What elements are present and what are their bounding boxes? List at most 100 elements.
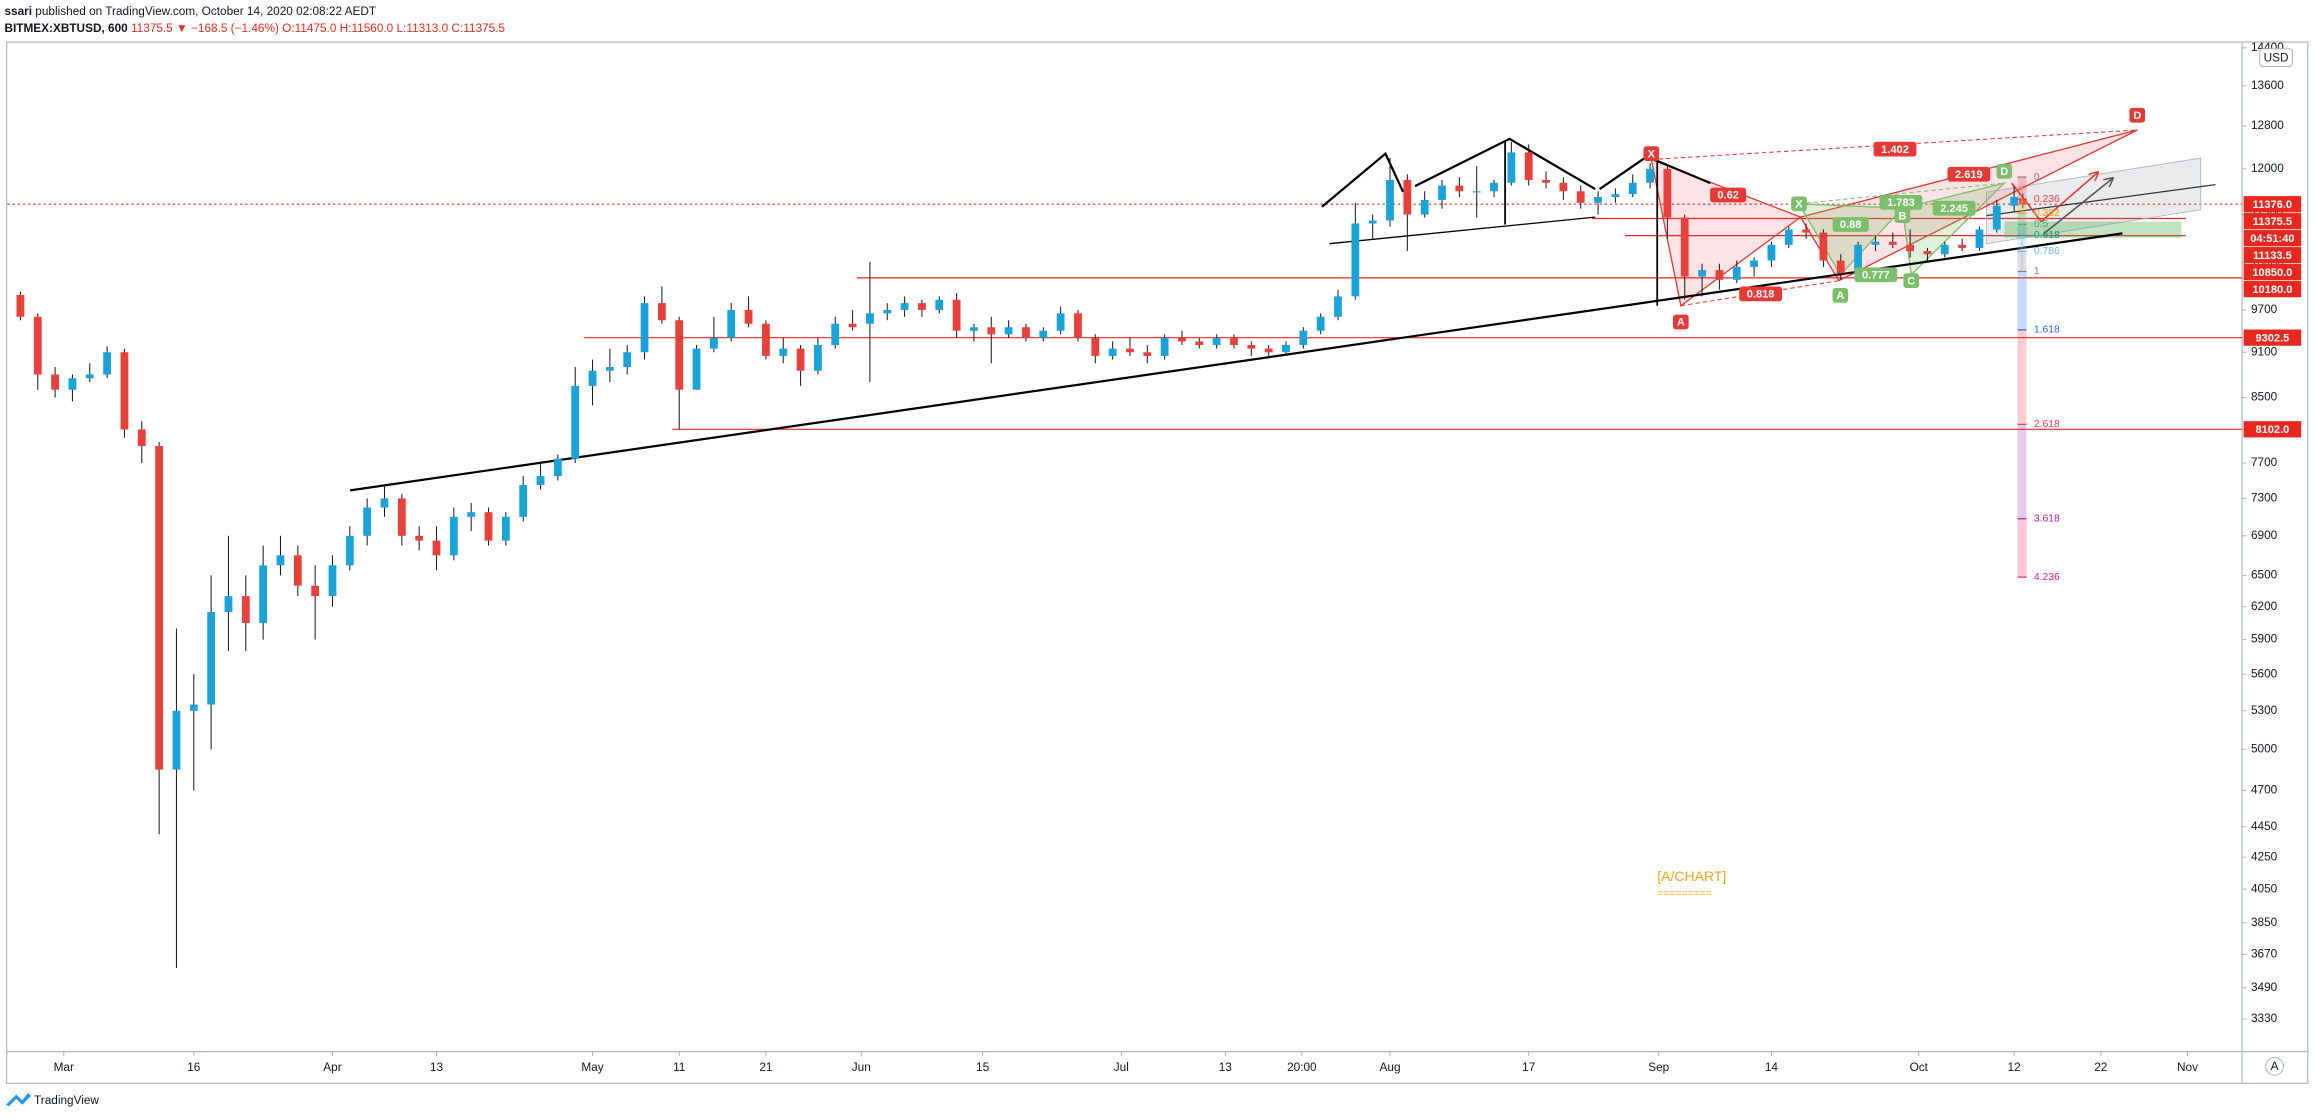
candle-body bbox=[1906, 244, 1915, 252]
candle-body bbox=[779, 348, 788, 356]
watermark: [A/CHART] bbox=[1657, 868, 1726, 884]
y-tick-label: 9100 bbox=[2251, 344, 2278, 358]
candle-body bbox=[1351, 223, 1360, 297]
candle-body bbox=[536, 476, 545, 485]
currency-box[interactable] bbox=[2259, 48, 2293, 67]
candle-body bbox=[51, 374, 60, 390]
candle-body bbox=[1212, 337, 1221, 346]
candle-body bbox=[1230, 337, 1238, 346]
x-tick-label: 21 bbox=[759, 1060, 772, 1074]
fib-band bbox=[2017, 518, 2027, 578]
x-tick-label: 20:00 bbox=[1287, 1060, 1317, 1074]
candle-body bbox=[1074, 313, 1082, 338]
price-tag: 9302.5 bbox=[2255, 332, 2289, 344]
candle-body bbox=[1403, 179, 1412, 215]
fib-band bbox=[2017, 424, 2027, 519]
y-tick-label: 4450 bbox=[2251, 819, 2278, 833]
price-tag: 11376.0 bbox=[2253, 199, 2292, 211]
candle-body bbox=[380, 498, 389, 508]
candle-body bbox=[172, 710, 181, 770]
x-tick-label: Oct bbox=[1910, 1060, 1929, 1074]
candle-body bbox=[588, 370, 597, 386]
x-tick-label: 12 bbox=[2008, 1060, 2021, 1074]
fib-level-label: 1 bbox=[2034, 266, 2040, 277]
candle-body bbox=[814, 345, 822, 371]
candle-body bbox=[311, 585, 320, 597]
candle-body bbox=[1802, 229, 1810, 233]
candle-body bbox=[397, 498, 406, 536]
pattern-point: A bbox=[1836, 290, 1844, 302]
candle-body bbox=[1854, 244, 1863, 274]
candle-body bbox=[1455, 185, 1464, 192]
candle-body bbox=[467, 512, 476, 517]
price-tag-box bbox=[2243, 329, 2302, 346]
candle-body bbox=[120, 352, 129, 430]
candle-body bbox=[293, 555, 302, 586]
candle-body bbox=[1004, 327, 1013, 335]
pattern-ratio: 0.88 bbox=[1840, 219, 1862, 231]
candle-body bbox=[189, 704, 198, 711]
pattern-ratio-box bbox=[1947, 166, 1991, 182]
candle-body bbox=[1022, 327, 1030, 338]
candle-body bbox=[657, 303, 666, 321]
x-tick-label: Sep bbox=[1648, 1060, 1669, 1074]
candle-body bbox=[1784, 229, 1793, 245]
logo-mark bbox=[5, 1092, 32, 1107]
drawings bbox=[349, 129, 2216, 492]
x-tick-label: Apr bbox=[323, 1060, 341, 1074]
fib-level-label: 0.786 bbox=[2034, 246, 2060, 257]
green-pattern-xd bbox=[1798, 182, 2005, 205]
candle-body bbox=[1542, 179, 1550, 183]
candle-body bbox=[137, 429, 146, 447]
candle-body bbox=[1091, 337, 1100, 356]
candle-body bbox=[519, 484, 528, 517]
candle-body bbox=[1611, 194, 1620, 198]
y-tick-label: 5300 bbox=[2251, 703, 2278, 717]
currency: USD bbox=[2264, 50, 2289, 64]
fib-level-label: 2.618 bbox=[2034, 419, 2060, 430]
candle-body bbox=[762, 323, 770, 356]
auto-scale-label: A bbox=[2271, 1059, 2279, 1073]
pattern-point: X bbox=[1795, 198, 1803, 210]
pattern-point-box bbox=[1894, 208, 1911, 224]
x-tick-label: Jun bbox=[852, 1060, 871, 1074]
pattern-point-box bbox=[1832, 288, 1849, 303]
price-change: ▼ −168.5 (−1.46%) bbox=[176, 21, 279, 35]
candle-body bbox=[1732, 266, 1741, 280]
candle-body bbox=[1368, 220, 1377, 224]
pattern-point: X bbox=[1648, 148, 1656, 160]
candle-body bbox=[1992, 205, 2001, 230]
candle-body bbox=[1160, 337, 1169, 356]
watermark: ========= bbox=[1657, 888, 1711, 899]
x-tick-label: Jul bbox=[1114, 1060, 1129, 1074]
candle-body bbox=[1143, 352, 1152, 356]
price-tag-box bbox=[2243, 421, 2302, 438]
brand: TradingView bbox=[34, 1093, 99, 1107]
candle-body bbox=[1247, 345, 1256, 349]
candle-body bbox=[68, 378, 77, 390]
y-tick-label: 7300 bbox=[2251, 491, 2278, 505]
pattern-point: A bbox=[1677, 317, 1685, 329]
y-tick-label: 7700 bbox=[2251, 455, 2278, 469]
auto-scale-button[interactable] bbox=[2265, 1057, 2284, 1076]
candle-body bbox=[1767, 244, 1776, 261]
x-tick-label: 13 bbox=[1219, 1060, 1233, 1074]
candle-body bbox=[224, 596, 233, 613]
pattern-point-box bbox=[1643, 146, 1660, 161]
candle-body bbox=[1438, 185, 1446, 200]
pattern-ratio: 2.245 bbox=[1940, 203, 1968, 215]
price-tag-box bbox=[2243, 213, 2302, 230]
candle-body bbox=[675, 320, 684, 390]
y-tick-label: 13600 bbox=[2251, 78, 2284, 92]
x-tick-label: 15 bbox=[976, 1060, 990, 1074]
candle-body bbox=[103, 352, 112, 375]
pattern-point-box bbox=[1791, 196, 1807, 212]
candle-body bbox=[987, 327, 996, 335]
pattern-ratio: 0.777 bbox=[1862, 269, 1890, 281]
pattern-ratio-box bbox=[1873, 141, 1917, 157]
y-tick-label: 12800 bbox=[2251, 118, 2284, 132]
candle-body bbox=[1715, 270, 1724, 280]
candle-body bbox=[727, 309, 736, 338]
x-tick-label: 13 bbox=[430, 1060, 444, 1074]
